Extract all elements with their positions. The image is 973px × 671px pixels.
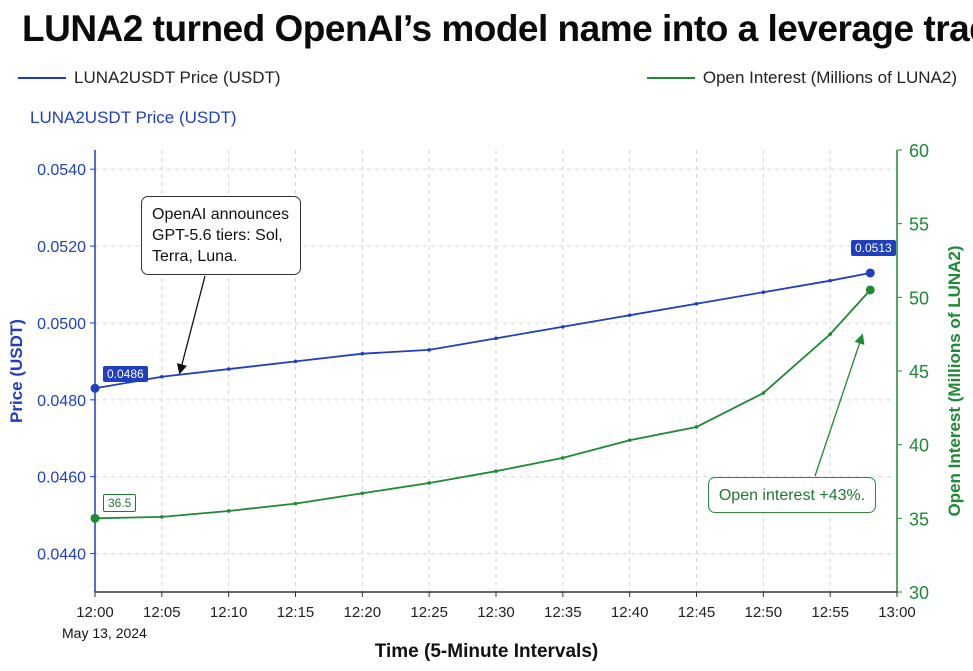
- open-interest-start-badge: 36.5: [103, 494, 137, 512]
- x-tick-label: 12:00: [76, 604, 114, 621]
- legend-label-price: LUNA2USDT Price (USDT): [74, 68, 281, 87]
- open-interest-point: [627, 438, 632, 443]
- open-interest-point: [828, 332, 832, 336]
- y2-tick-label: 45: [909, 362, 929, 382]
- legend-item-price: LUNA2USDT Price (USDT): [18, 68, 281, 88]
- price-point: [761, 290, 766, 295]
- x-tick-label: 12:55: [811, 604, 849, 621]
- x-tick-label: 12:25: [410, 604, 448, 621]
- y2-tick-label: 40: [909, 436, 929, 456]
- legend-item-open-interest: Open Interest (Millions of LUNA2): [646, 68, 957, 88]
- x-tick-label: 12:10: [210, 604, 248, 621]
- chart-title: LUNA2 turned OpenAI’s model name into a …: [22, 8, 973, 49]
- price-point: [561, 325, 565, 329]
- price-start-marker: [90, 383, 100, 393]
- x-tick-label: 12:50: [745, 604, 783, 621]
- openai-callout-arrow: [176, 275, 206, 375]
- price-point: [293, 359, 298, 364]
- price-end-marker: [865, 268, 875, 278]
- y-tick-label: 0.0480: [37, 393, 86, 410]
- open-interest-point: [226, 509, 231, 513]
- price-point: [694, 301, 699, 306]
- x-axis-label: Time (5-Minute Intervals): [374, 641, 599, 662]
- y2-tick-label: 35: [909, 509, 929, 529]
- legend-label-open-interest: Open Interest (Millions of LUNA2): [702, 68, 957, 87]
- x-tick-label: 12:05: [143, 604, 181, 621]
- x-tick-label: 13:00: [878, 604, 916, 621]
- open-interest-point: [494, 469, 498, 473]
- y-tick-label: 0.0520: [37, 239, 86, 256]
- open-interest-point: [293, 501, 298, 506]
- price-start-badge: 0.0486: [103, 366, 148, 382]
- legend-swatch-open-interest: [646, 77, 695, 79]
- x-tick-label: 12:35: [544, 604, 582, 621]
- y2-axis-label: Open Interest (Millions of LUNA2): [945, 245, 964, 516]
- price-point: [360, 351, 365, 356]
- price-point: [160, 374, 164, 379]
- x-tick-label: 12:15: [277, 604, 315, 621]
- open-interest-point: [761, 391, 766, 395]
- legend-swatch-price: [18, 77, 66, 79]
- date-label: May 13, 2024: [62, 625, 147, 641]
- open-interest-point: [694, 425, 699, 429]
- price-end-badge: 0.0513: [851, 240, 896, 256]
- y2-tick-label: 60: [909, 141, 929, 161]
- price-point: [427, 348, 431, 352]
- x-tick-label: 12:40: [611, 604, 649, 621]
- panel-label: LUNA2USDT Price (USDT): [30, 108, 237, 127]
- x-tick-label: 12:30: [477, 604, 515, 621]
- price-point: [494, 336, 498, 341]
- y-axis-label: Price (USDT): [7, 319, 26, 423]
- y2-tick-label: 30: [909, 583, 929, 603]
- x-tick-label: 12:45: [678, 604, 716, 621]
- price-point: [828, 278, 832, 283]
- x-tick-label: 12:20: [344, 604, 382, 621]
- y-tick-label: 0.0460: [37, 470, 86, 487]
- open-interest-point: [561, 456, 565, 460]
- open-interest-start-marker: [90, 513, 100, 523]
- y2-tick-label: 55: [909, 215, 929, 235]
- price-line: [94, 272, 871, 390]
- y-tick-label: 0.0540: [37, 162, 86, 179]
- open-interest-point: [160, 515, 164, 519]
- openai-announcement-callout: OpenAI announces GPT-5.6 tiers: Sol, Ter…: [141, 196, 301, 275]
- open-interest-end-marker: [865, 285, 875, 295]
- oi-callout-arrow: [814, 333, 865, 477]
- y-tick-label: 0.0440: [37, 547, 86, 564]
- y-tick-label: 0.0500: [37, 316, 86, 333]
- open-interest-point: [427, 481, 431, 485]
- price-point: [627, 313, 632, 318]
- open-interest-callout: Open interest +43%.: [708, 477, 876, 513]
- open-interest-point: [360, 491, 365, 496]
- price-point: [226, 367, 231, 371]
- y2-tick-label: 50: [909, 288, 929, 308]
